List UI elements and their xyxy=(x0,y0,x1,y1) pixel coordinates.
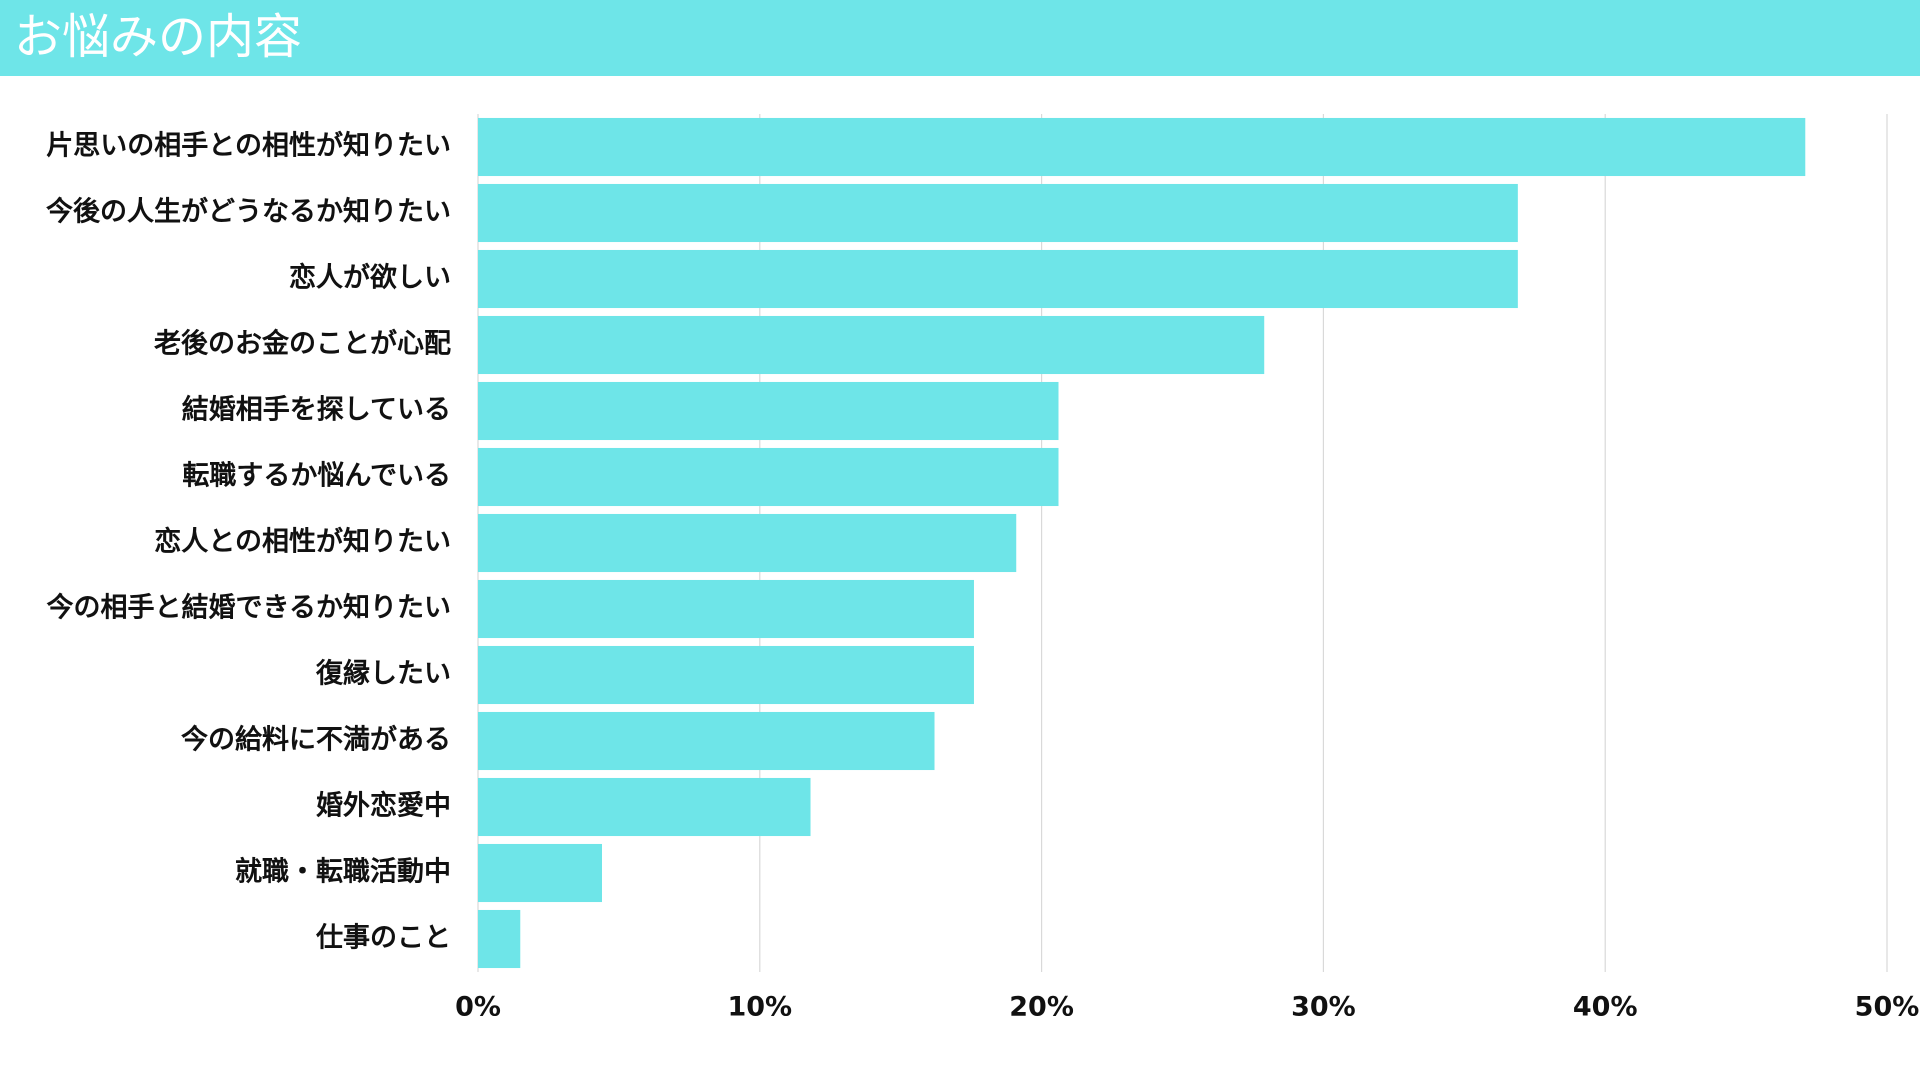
x-tick-label: 10% xyxy=(727,992,792,1023)
y-tick-label: 恋人との相性が知りたい xyxy=(154,526,451,558)
chart-title: お悩みの内容 xyxy=(14,9,302,65)
x-tick-label: 50% xyxy=(1855,992,1920,1023)
y-tick-label: 復縁したい xyxy=(315,658,451,690)
y-tick-label: 結婚相手を探している xyxy=(182,394,451,426)
bar xyxy=(478,513,1017,573)
x-tick-label: 30% xyxy=(1291,992,1356,1023)
y-tick-label: 老後のお金のことが心配 xyxy=(154,328,451,360)
y-tick-label: 恋人が欲しい xyxy=(289,262,451,294)
bar xyxy=(478,843,602,903)
y-tick-label: 仕事のこと xyxy=(315,923,451,954)
y-tick-label: 婚外恋愛中 xyxy=(316,790,451,822)
bar xyxy=(478,711,935,771)
bar xyxy=(478,777,811,837)
title-band xyxy=(0,0,1920,76)
y-tick-label: 今後の人生がどうなるか知りたい xyxy=(46,196,451,228)
bar xyxy=(478,579,974,639)
bar xyxy=(478,645,974,705)
bar xyxy=(478,183,1518,243)
x-tick-label: 20% xyxy=(1009,992,1074,1023)
x-tick-label: 40% xyxy=(1573,992,1638,1023)
bar xyxy=(478,315,1265,375)
y-tick-label: 就職・転職活動中 xyxy=(235,857,451,888)
y-tick-label: 転職するか悩んでいる xyxy=(182,461,451,492)
bar xyxy=(478,447,1059,507)
bar xyxy=(478,909,521,969)
y-tick-label: 今の相手と結婚できるか知りたい xyxy=(47,592,451,624)
bar xyxy=(478,117,1806,177)
y-tick-label: 片思いの相手との相性が知りたい xyxy=(46,130,451,162)
x-tick-label: 0% xyxy=(455,992,501,1023)
y-tick-label: 今の給料に不満がある xyxy=(181,724,451,756)
bar xyxy=(478,249,1518,309)
bar xyxy=(478,381,1059,441)
